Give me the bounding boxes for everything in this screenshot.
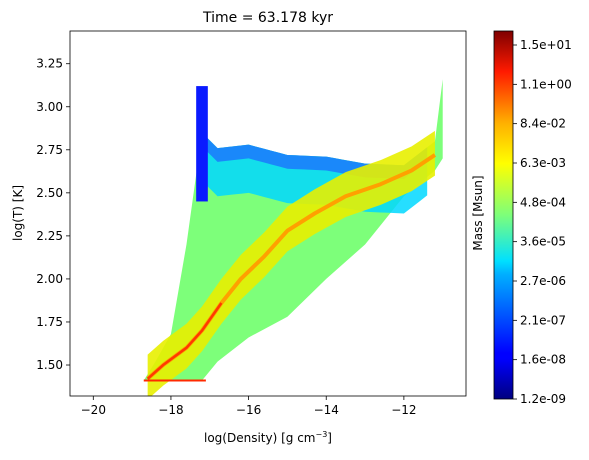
colorbar <box>493 30 514 400</box>
colorbar-tick-label: 4.8e-04 <box>520 195 566 209</box>
y-tick-label: 1.50 <box>36 358 63 372</box>
ridge-peak <box>146 302 223 380</box>
colorbar-tick-label: 3.6e-05 <box>520 235 566 249</box>
cold-column <box>196 86 208 202</box>
colorbar-ticks: 1.2e-09 1.6e-08 2.1e-07 2.7e-06 3.6e-05 4.8e-… <box>513 38 572 406</box>
x-axis-label-text: log(Density) [g cm <box>204 431 316 445</box>
x-tick-label: −12 <box>391 403 416 417</box>
x-tick-label: −14 <box>314 403 339 417</box>
colorbar-tick-label: 1.5e+01 <box>520 38 572 52</box>
y-tick-label: 3.00 <box>36 100 63 114</box>
x-axis-ticks: −20 −18 −16 −14 −12 <box>81 396 417 417</box>
x-axis-label: log(Density) [g cm−3] <box>204 430 332 445</box>
colorbar-tick-label: 1.2e-09 <box>520 392 566 406</box>
x-axis-label-close: ] <box>327 431 332 445</box>
chart-title: Time = 63.178 kyr <box>202 10 333 26</box>
dense-band <box>147 130 435 396</box>
colorbar-tick-label: 6.3e-03 <box>520 156 566 170</box>
x-axis-label-exponent: −3 <box>316 430 328 439</box>
y-tick-label: 2.00 <box>36 272 63 286</box>
y-tick-label: 2.75 <box>36 143 63 157</box>
colorbar-tick-label: 1.1e+00 <box>520 77 572 91</box>
y-tick-label: 2.50 <box>36 186 63 200</box>
colorbar-tick-label: 8.4e-02 <box>520 117 566 131</box>
plot-area <box>143 79 443 396</box>
colorbar-label: Mass [Msun] <box>471 175 485 250</box>
y-axis-ticks: 1.50 1.75 2.00 2.25 2.50 2.75 3.00 3.25 <box>36 57 70 372</box>
colorbar-tick-label: 1.6e-08 <box>520 353 566 367</box>
plot-frame <box>69 30 467 397</box>
x-tick-label: −20 <box>81 403 106 417</box>
y-tick-label: 3.25 <box>36 57 63 71</box>
colorbar-tick-label: 2.7e-06 <box>520 274 566 288</box>
x-tick-label: −18 <box>158 403 183 417</box>
y-axis-label: log(T) [K] <box>11 185 25 241</box>
y-tick-label: 2.25 <box>36 229 63 243</box>
colorbar-tick-label: 2.1e-07 <box>520 313 566 327</box>
y-tick-label: 1.75 <box>36 315 63 329</box>
x-tick-label: −16 <box>236 403 261 417</box>
